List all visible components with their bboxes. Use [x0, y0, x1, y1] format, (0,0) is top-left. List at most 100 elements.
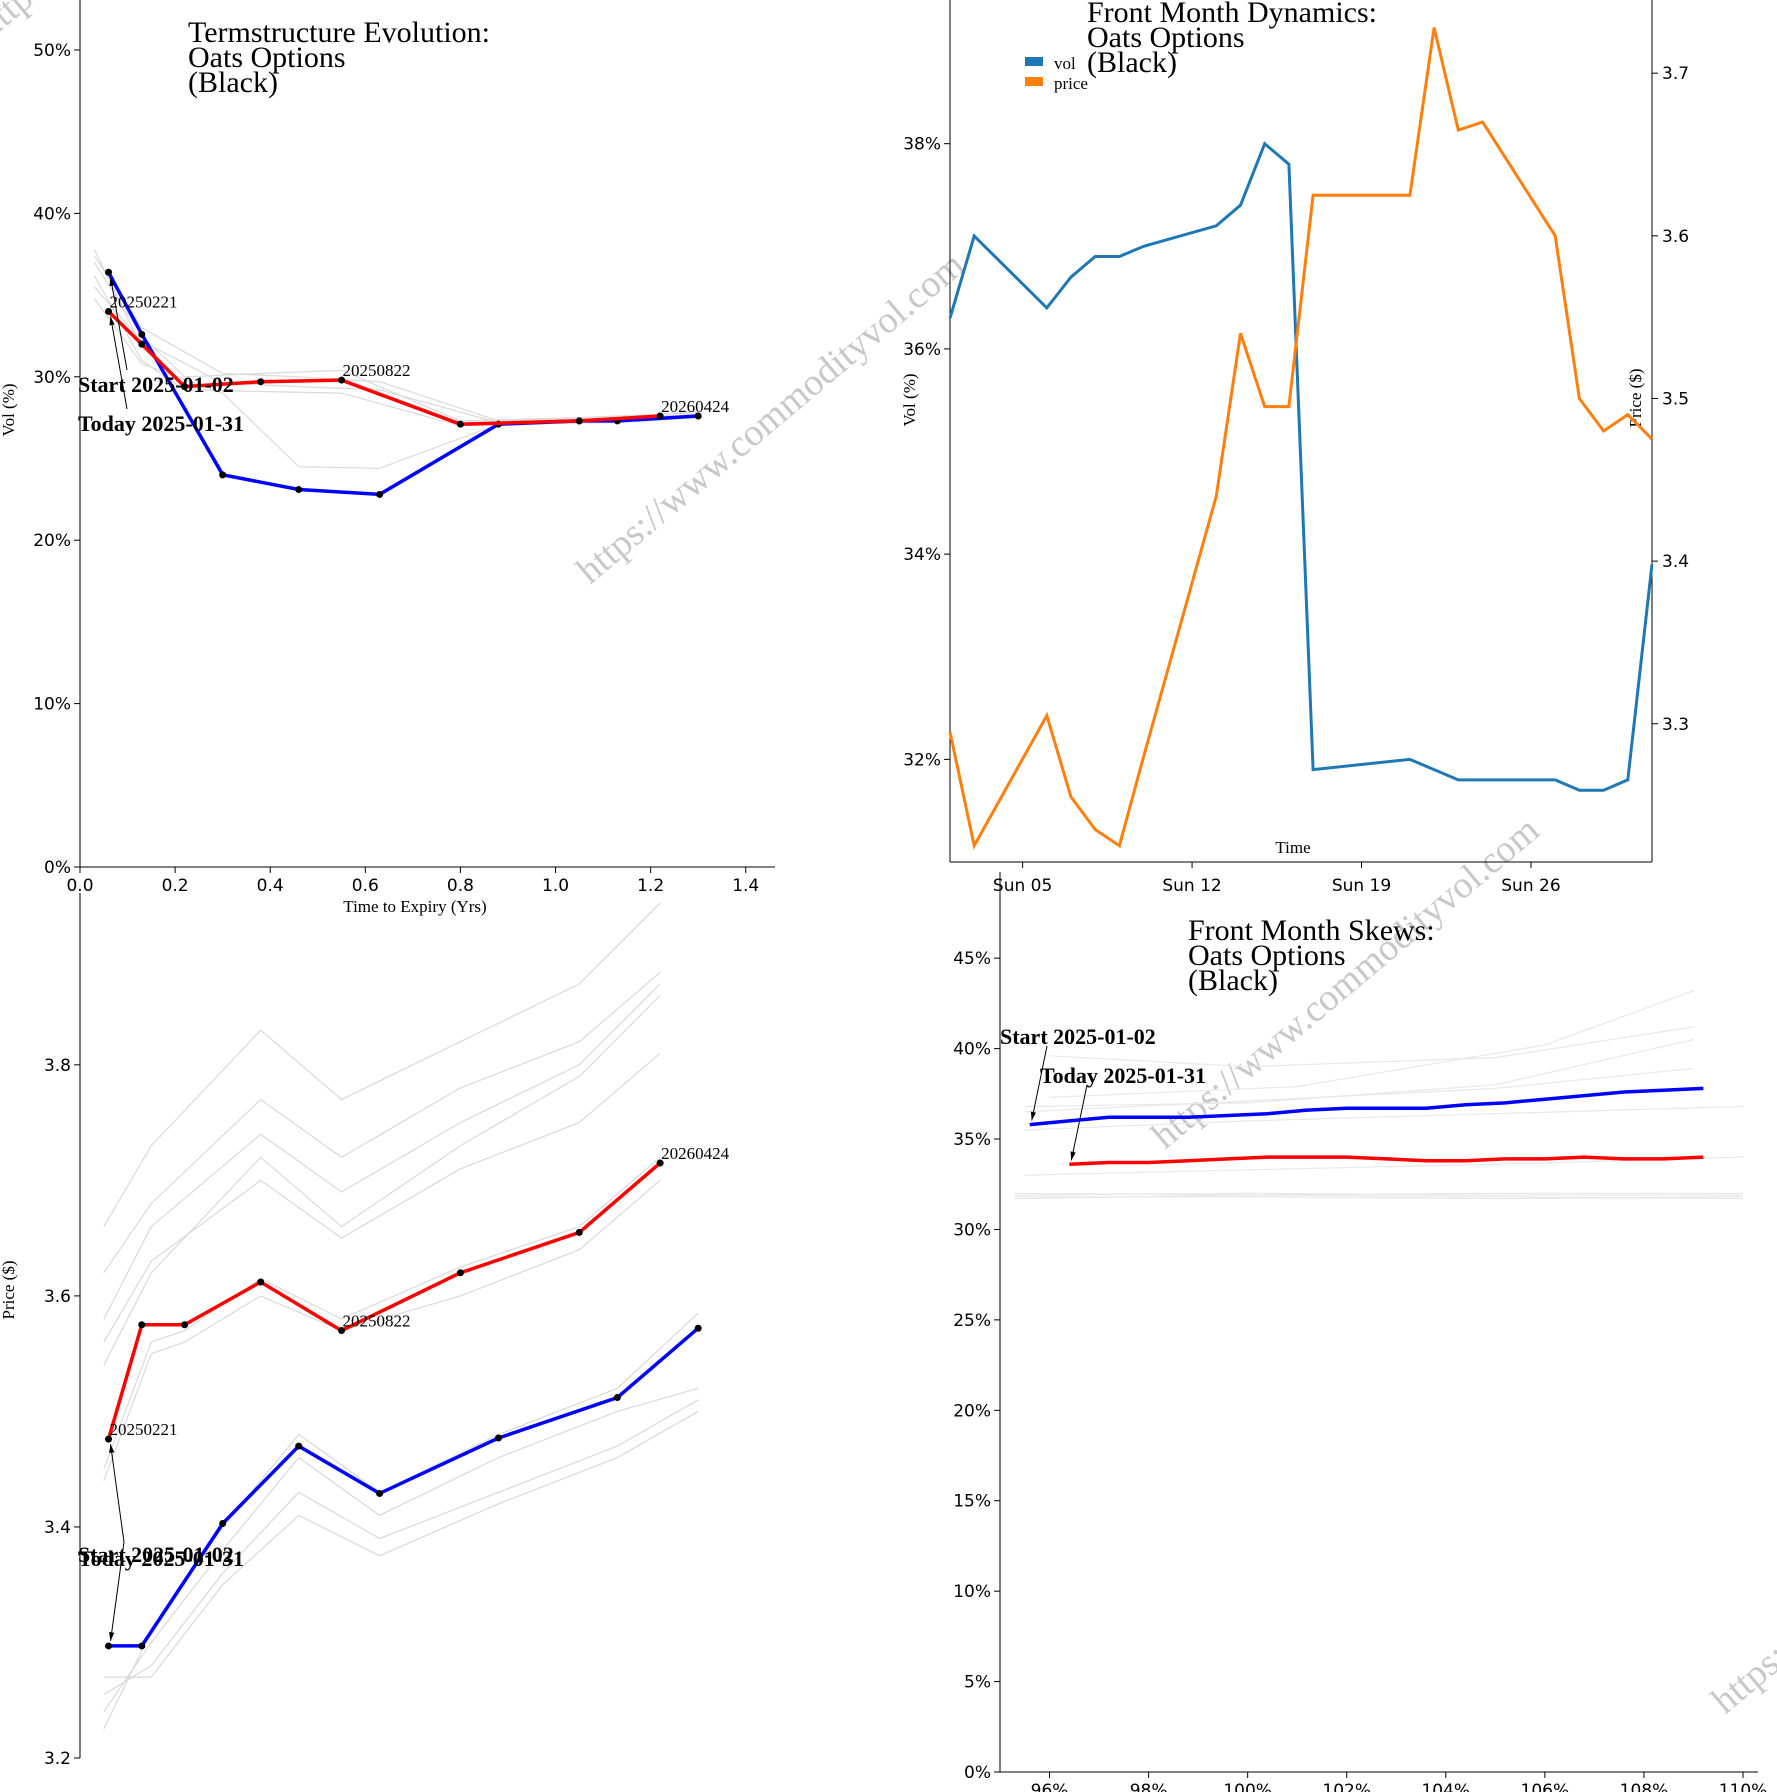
- history-line: [93, 262, 699, 422]
- annotation-arrow: [110, 1541, 125, 1642]
- watermark-layer: https://www.commodityvol.com https://www…: [0, 0, 1777, 1722]
- y-axis-label: Vol (%): [0, 383, 18, 436]
- history-line: [1024, 1105, 1744, 1131]
- history-line: [103, 1410, 699, 1678]
- front-month-skews-chart: 0% 5% 10% 15% 20% 25% 30% 35% 40% 45% 96% 98% 100% 10…: [953, 872, 1767, 1792]
- y-axis-label: Vol (%): [900, 373, 919, 426]
- legend-label-price: price: [1054, 74, 1088, 93]
- history-line: [103, 902, 661, 1227]
- x-tick-label: 102%: [1322, 1781, 1371, 1792]
- x-tick-label: Sun 12: [1162, 876, 1221, 896]
- y-tick-label: 50%: [33, 41, 71, 61]
- annotation-label: Today 2025-01-31: [78, 1546, 244, 1571]
- x-tick-label: 106%: [1521, 1781, 1570, 1792]
- y-tick-label: 40%: [953, 1040, 991, 1060]
- y-tick-label: 0%: [44, 858, 71, 878]
- y-tick-label: 15%: [953, 1492, 991, 1512]
- today-point: [456, 1269, 464, 1277]
- history-line: [1024, 1067, 1694, 1113]
- y-tick-label: 10%: [953, 1582, 991, 1602]
- x-tick-label: 104%: [1421, 1781, 1470, 1792]
- x-tick-label: 0.8: [447, 876, 474, 896]
- start-point: [295, 1442, 303, 1450]
- expiry-label: 20250822: [343, 1312, 411, 1331]
- x-tick-label: 0.6: [352, 876, 379, 896]
- annotation-arrow: [110, 1444, 125, 1543]
- start-point: [295, 486, 303, 494]
- legend-label-vol: vol: [1054, 54, 1076, 73]
- x-tick-label: Sun 26: [1501, 876, 1560, 896]
- y-tick-label: 38%: [903, 135, 941, 155]
- history-line: [1014, 1192, 1743, 1196]
- y-tick-label: 20%: [33, 531, 71, 551]
- legend-swatch-price: [1025, 77, 1043, 86]
- today-point: [257, 378, 265, 386]
- today-point: [105, 1435, 113, 1443]
- chart-title-line: Oats Options: [1087, 21, 1245, 54]
- chart-title-line: Front Month Dynamics:: [1087, 0, 1377, 29]
- x-tick-label: 0.2: [162, 876, 189, 896]
- legend-swatch-vol: [1025, 57, 1043, 66]
- start-point: [694, 1324, 702, 1332]
- history-line: [103, 1052, 661, 1343]
- x-tick-label: 1.0: [542, 876, 569, 896]
- history-line: [103, 983, 661, 1320]
- start-point: [138, 1642, 146, 1650]
- x-axis-label: Time to Expiry (Yrs): [343, 897, 486, 916]
- history-line: [103, 1179, 661, 1481]
- y-right-tick-label: 3.5: [1662, 389, 1689, 409]
- history-line: [93, 275, 699, 427]
- chart-title-line: (Black): [1087, 46, 1177, 79]
- termstructure-vol-chart: 0% 10% 20% 30% 40% 50% 0.0 0.2 0.4 0.6 0.8 1.0 1.2 1.…: [0, 0, 775, 916]
- history-line: [103, 971, 661, 1274]
- history-line: [103, 1399, 699, 1696]
- y-tick-label: 45%: [953, 949, 991, 969]
- today-point: [656, 1159, 664, 1167]
- chart-title-line: (Black): [188, 66, 278, 99]
- start-line: [1029, 1086, 1704, 1127]
- x-tick-label: 1.2: [637, 876, 664, 896]
- x-axis-label: Time: [1275, 838, 1310, 857]
- y-tick-label: 3.8: [44, 1056, 71, 1076]
- today-point: [575, 1228, 583, 1236]
- start-point: [105, 268, 113, 276]
- y-tick-label: 20%: [953, 1401, 991, 1421]
- start-point: [694, 412, 702, 420]
- x-tick-label: 108%: [1620, 1781, 1669, 1792]
- today-line: [106, 1161, 662, 1440]
- history-line: [103, 1312, 699, 1730]
- series-line-vol: [948, 141, 1654, 792]
- y-axis-right-label: Price ($): [1626, 368, 1645, 427]
- x-tick-label: 98%: [1130, 1781, 1168, 1792]
- history-line: [93, 298, 699, 469]
- today-line: [1069, 1155, 1704, 1167]
- history-line: [1049, 990, 1694, 1098]
- start-line: [108, 1326, 700, 1648]
- annotation-label: Start 2025-01-02: [1000, 1024, 1156, 1049]
- expiry-label: 20250221: [110, 1420, 178, 1439]
- y-tick-label: 34%: [903, 545, 941, 565]
- annotation-arrowhead: [109, 1632, 115, 1641]
- annotation-label: Today 2025-01-31: [78, 411, 244, 436]
- annotation-arrowhead: [109, 1444, 115, 1454]
- chart-title-line: Termstructure Evolution:: [188, 16, 490, 49]
- x-tick-label: 0.4: [257, 876, 284, 896]
- y-tick-label: 10%: [33, 695, 71, 715]
- start-point: [613, 1394, 621, 1402]
- y-tick-label: 36%: [903, 340, 941, 360]
- annotation-label: Start 2025-01-02: [78, 372, 234, 397]
- history-line: [103, 1387, 699, 1713]
- today-point: [105, 307, 113, 315]
- annotation-arrowhead: [1030, 1111, 1037, 1121]
- y-right-tick-label: 3.3: [1662, 715, 1689, 735]
- annotation-arrow: [110, 277, 128, 371]
- y-tick-label: 0%: [964, 1763, 991, 1783]
- y-tick-label: 5%: [964, 1673, 991, 1693]
- history-line: [1049, 1026, 1694, 1068]
- annotation-arrow: [1031, 1045, 1048, 1121]
- today-point: [656, 412, 664, 420]
- annotation-arrowhead: [109, 277, 115, 287]
- y-tick-label: 3.4: [44, 1518, 71, 1538]
- today-point: [338, 376, 346, 384]
- today-point: [257, 1278, 265, 1286]
